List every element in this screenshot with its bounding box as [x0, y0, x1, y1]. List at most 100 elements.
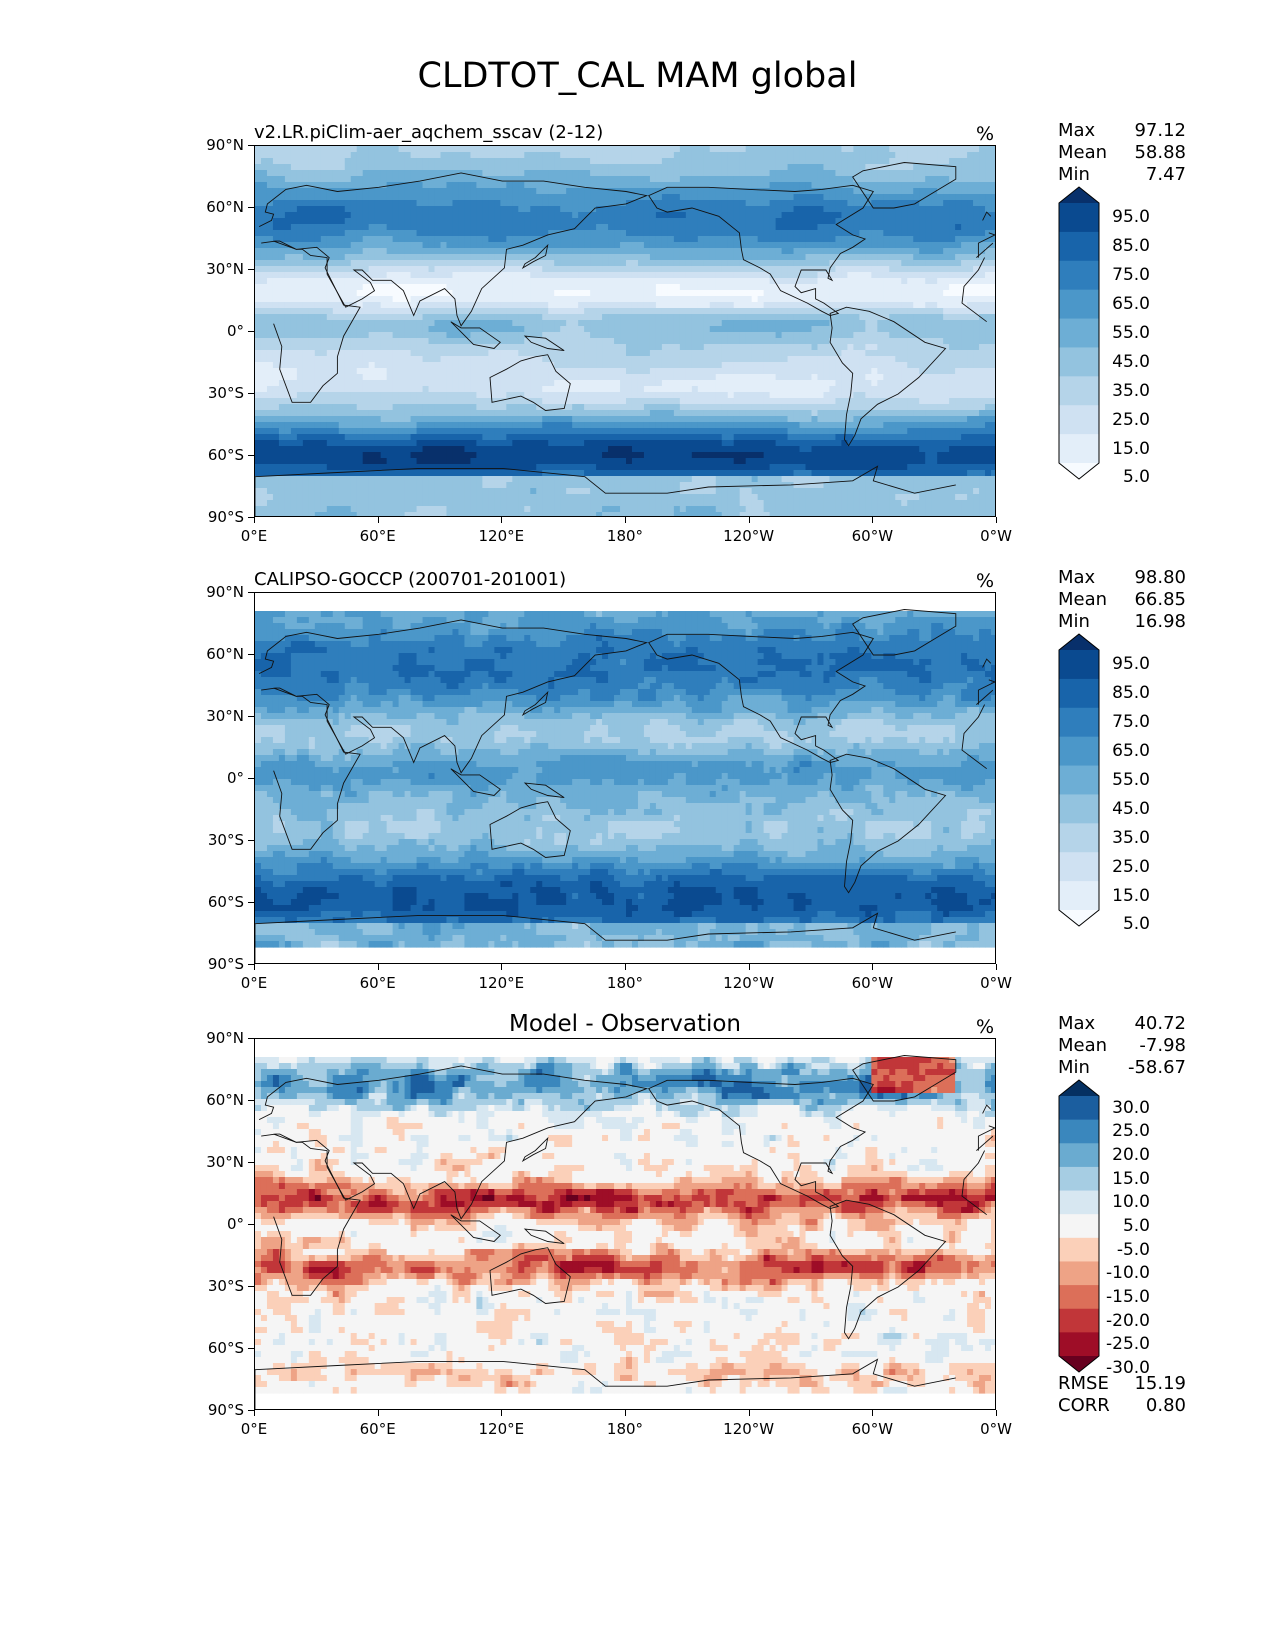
contour-cell [979, 290, 986, 297]
contour-cell [745, 242, 753, 249]
contour-cell [691, 308, 699, 315]
contour-cell [572, 344, 579, 351]
contour-cell [943, 284, 950, 291]
contour-cell [500, 194, 507, 201]
contour-cell [961, 176, 968, 183]
contour-cell [524, 272, 531, 279]
contour-cell [937, 218, 944, 225]
contour-cell [685, 224, 693, 231]
contour-cell [518, 224, 525, 231]
contour-cell [578, 374, 585, 381]
contour-cell [937, 356, 944, 363]
contour-cell [745, 278, 753, 285]
contour-cell [685, 206, 693, 213]
contour-cell [584, 356, 591, 363]
contour-cell [823, 212, 831, 219]
contour-cell [721, 254, 729, 261]
contour-cell [907, 338, 914, 345]
contour-cell [278, 302, 286, 309]
contour-cell [991, 296, 995, 303]
contour-cell [781, 230, 789, 237]
contour-cell [584, 182, 591, 189]
contour-cell [464, 320, 472, 327]
contour-cell [949, 146, 956, 153]
contour-cell [955, 158, 962, 165]
contour-cell [697, 368, 705, 375]
contour-cell [416, 332, 424, 339]
contour-cell [679, 188, 687, 195]
contour-cell [811, 194, 819, 201]
contour-cell [871, 362, 878, 369]
contour-cell [985, 200, 992, 207]
contour-cell [727, 200, 735, 207]
contour-cell [452, 188, 460, 195]
contour-cell [763, 230, 771, 237]
contour-cell [805, 254, 813, 261]
contour-cell [560, 230, 567, 237]
contour-cell [470, 362, 477, 369]
contour-cell [889, 362, 896, 369]
contour-cell [500, 164, 507, 171]
contour-cell [536, 332, 543, 339]
contour-cell [470, 290, 477, 297]
contour-cell [685, 296, 693, 303]
contour-cell [548, 344, 555, 351]
contour-cell [823, 272, 831, 279]
contour-cell [470, 278, 477, 285]
contour-cell [733, 224, 741, 231]
contour-cell [428, 386, 436, 393]
contour-cell [817, 152, 825, 159]
contour-cell [428, 194, 436, 201]
contour-cell [781, 170, 789, 177]
contour-cell [967, 350, 974, 357]
contour-cell [458, 164, 466, 171]
contour-cell [643, 218, 651, 225]
contour-cell [536, 380, 543, 387]
contour-cell [883, 248, 890, 255]
contour-cell [643, 230, 651, 237]
contour-cell [805, 302, 813, 309]
contour-cell [290, 386, 298, 393]
contour-cell [326, 254, 334, 261]
contour-cell [614, 218, 621, 225]
contour-cell [973, 152, 980, 159]
contour-cell [530, 242, 537, 249]
contour-cell [835, 284, 843, 291]
contour-cell [823, 296, 831, 303]
contour-cell [422, 224, 430, 231]
contour-cell [667, 200, 675, 207]
contour-cell [566, 152, 573, 159]
contour-cell [745, 158, 753, 165]
contour-cell [805, 170, 813, 177]
contour-cell [919, 188, 926, 195]
contour-cell [637, 272, 645, 279]
contour-cell [847, 194, 854, 201]
contour-cell [691, 200, 699, 207]
contour-cell [602, 320, 609, 327]
contour-cell [889, 272, 896, 279]
contour-cell [302, 344, 310, 351]
contour-cell [955, 260, 962, 267]
contour-cell [643, 188, 651, 195]
contour-cell [518, 380, 525, 387]
contour-cell [787, 338, 795, 345]
contour-cell [883, 290, 890, 297]
contour-cell [512, 308, 519, 315]
contour-cell [560, 320, 567, 327]
contour-cell [278, 254, 286, 261]
contour-cell [889, 188, 896, 195]
contour-cell [410, 248, 418, 255]
contour-cell [488, 236, 495, 243]
contour-cell [578, 182, 585, 189]
contour-cell [919, 362, 926, 369]
contour-cell [344, 224, 352, 231]
contour-cell [464, 272, 472, 279]
contour-cell [320, 224, 328, 231]
contour-cell [949, 200, 956, 207]
contour-cell [655, 146, 663, 153]
contour-cell [817, 248, 825, 255]
contour-cell [673, 302, 681, 309]
contour-cell [416, 152, 424, 159]
contour-cell [697, 338, 705, 345]
contour-cell [877, 266, 884, 273]
